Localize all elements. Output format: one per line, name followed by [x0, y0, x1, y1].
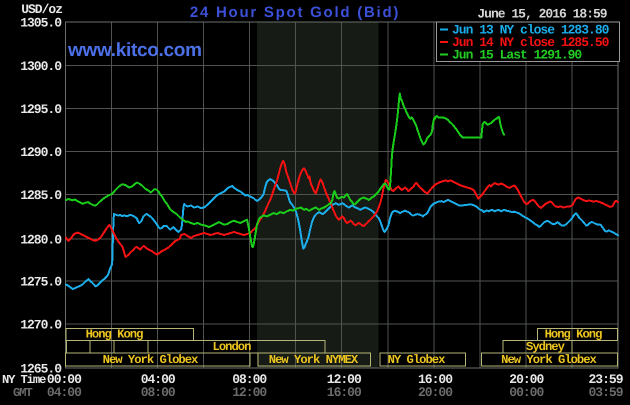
svg-text:Jun 15 Last 1291.90: Jun 15 Last 1291.90: [452, 48, 582, 63]
svg-text:16:00: 16:00: [418, 372, 453, 387]
svg-text:www.kitco.com: www.kitco.com: [67, 40, 202, 61]
svg-text:Hong Kong: Hong Kong: [545, 328, 603, 342]
svg-text:04:00: 04:00: [47, 385, 82, 400]
svg-text:1285.0: 1285.0: [20, 188, 62, 203]
svg-text:New York Globex: New York Globex: [103, 353, 199, 367]
svg-text:16:00: 16:00: [327, 385, 362, 400]
svg-text:08:00: 08:00: [141, 385, 176, 400]
svg-text:24 Hour Spot Gold (Bid): 24 Hour Spot Gold (Bid): [190, 4, 400, 21]
svg-text:12:00: 12:00: [232, 385, 267, 400]
svg-text:Hong Kong: Hong Kong: [86, 328, 144, 342]
svg-text:1300.0: 1300.0: [20, 59, 62, 74]
svg-text:Jun 14 NY close 1285.50: Jun 14 NY close 1285.50: [452, 35, 610, 50]
svg-text:04:00: 04:00: [141, 372, 176, 387]
svg-text:08:00: 08:00: [232, 372, 267, 387]
svg-text:20:00: 20:00: [418, 385, 453, 400]
svg-text:New York Globex: New York Globex: [501, 353, 597, 367]
svg-text:Sydney: Sydney: [526, 340, 566, 354]
svg-text:1275.0: 1275.0: [20, 275, 62, 290]
svg-text:12:00: 12:00: [327, 372, 362, 387]
svg-text:00:00: 00:00: [509, 385, 544, 400]
svg-text:20:00: 20:00: [509, 372, 544, 387]
svg-text:1290.0: 1290.0: [20, 145, 62, 160]
svg-text:03:59: 03:59: [588, 385, 623, 400]
svg-text:June 15, 2016 18:59: June 15, 2016 18:59: [477, 7, 607, 22]
svg-text:1295.0: 1295.0: [20, 102, 62, 117]
svg-text:1305.0: 1305.0: [20, 16, 62, 31]
svg-text:00:00: 00:00: [47, 372, 82, 387]
svg-text:Jun 13 NY close 1283.80: Jun 13 NY close 1283.80: [452, 23, 610, 38]
svg-text:London: London: [213, 340, 252, 354]
svg-text:USD/oz: USD/oz: [21, 2, 62, 17]
svg-text:NY Time: NY Time: [2, 373, 46, 387]
svg-text:1280.0: 1280.0: [20, 233, 62, 248]
svg-text:NY Globex: NY Globex: [388, 353, 447, 367]
svg-text:23:59: 23:59: [588, 372, 623, 387]
svg-text:New York NYMEX: New York NYMEX: [269, 353, 359, 367]
svg-text:1270.0: 1270.0: [20, 318, 62, 333]
svg-text:1265.0: 1265.0: [20, 362, 62, 377]
svg-text:GMT: GMT: [13, 386, 32, 400]
